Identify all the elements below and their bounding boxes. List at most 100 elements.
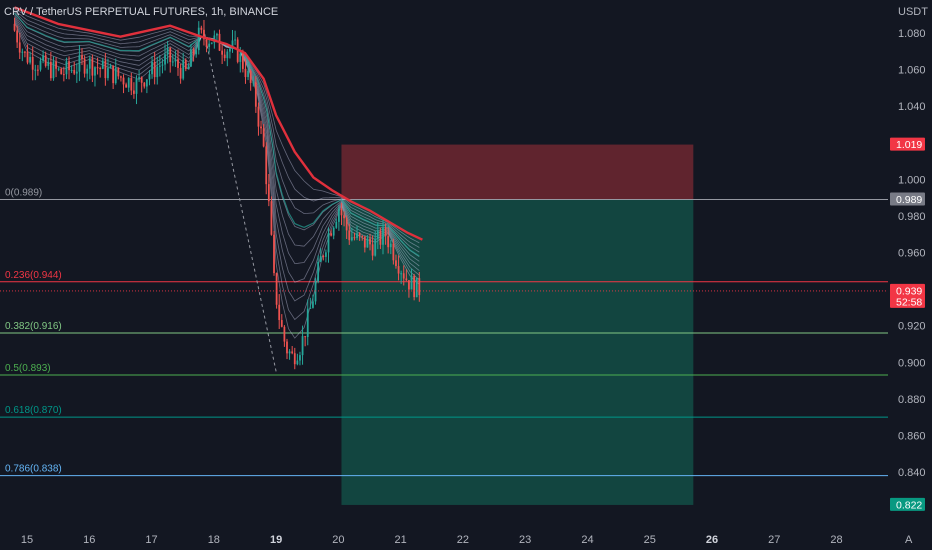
candle-body xyxy=(29,56,32,63)
price-tick-label: 1.060 xyxy=(898,65,926,77)
time-tick-label: 15 xyxy=(21,534,33,546)
stop-loss-zone[interactable] xyxy=(341,144,694,200)
candle-body xyxy=(361,235,364,237)
candle-body xyxy=(265,146,268,185)
candle-body xyxy=(120,76,122,78)
price-tick-label: 0.980 xyxy=(898,211,926,223)
candle-body xyxy=(174,59,177,62)
chart-title: CRV / TetherUS PERPETUAL FUTURES, 1h, BI… xyxy=(4,6,278,18)
candle-body xyxy=(229,48,231,52)
candle-body xyxy=(267,184,270,202)
candle-body xyxy=(158,65,161,67)
candle-body xyxy=(138,77,140,79)
candle-body xyxy=(145,79,148,87)
candle-body xyxy=(322,255,325,257)
price-tick-label: 1.080 xyxy=(898,28,926,40)
candle-body xyxy=(273,234,275,274)
candle-body xyxy=(104,60,107,79)
candle-body xyxy=(171,61,174,63)
candle-body xyxy=(75,71,78,74)
candle-body xyxy=(376,230,379,239)
candle-body xyxy=(257,106,260,127)
candle-body xyxy=(304,336,307,338)
candle-body xyxy=(83,58,86,74)
candle-body xyxy=(275,273,278,305)
candle-body xyxy=(24,51,26,53)
candle-body xyxy=(332,227,335,236)
candle-body xyxy=(70,69,73,71)
candle-body xyxy=(78,55,81,72)
candle-body xyxy=(400,273,403,275)
time-axis: 15 16 17 18 19 20 21 22 23 24 25 26 27 28 xyxy=(21,534,843,546)
time-tick-label: 28 xyxy=(830,534,842,546)
candle-body xyxy=(26,51,29,63)
candle-body xyxy=(109,65,112,69)
candle-body xyxy=(205,39,208,47)
candle-body xyxy=(369,238,371,245)
candle-body xyxy=(169,47,172,62)
candle-body xyxy=(337,208,340,222)
candle-body xyxy=(18,42,21,53)
time-tick-label: 16 xyxy=(83,534,95,546)
candle-body xyxy=(210,42,213,44)
candle-body xyxy=(358,233,361,236)
ema-slow-line xyxy=(14,6,423,241)
candle-body xyxy=(280,320,283,327)
take-profit-zone[interactable] xyxy=(341,199,694,505)
candle-body xyxy=(413,275,416,298)
candle-body xyxy=(301,336,304,356)
candle-body xyxy=(356,233,358,238)
candle-body xyxy=(317,261,320,282)
candle-body xyxy=(125,84,128,88)
candle-body xyxy=(350,237,353,241)
candle-body xyxy=(101,60,104,69)
price-tick-label: 1.000 xyxy=(898,174,926,186)
candle-body xyxy=(319,255,322,262)
candle-body xyxy=(296,360,299,365)
price-tick-label: 0.900 xyxy=(898,357,926,369)
candle-body xyxy=(402,273,405,279)
candle-body xyxy=(234,39,236,41)
candle-body xyxy=(135,78,138,94)
candle-body xyxy=(107,68,109,79)
candle-body xyxy=(182,60,185,79)
candle-body xyxy=(363,236,366,248)
price-badge xyxy=(890,497,925,511)
candle-body xyxy=(122,77,125,85)
time-tick-label: 21 xyxy=(395,534,407,546)
candle-body xyxy=(164,54,166,65)
candle-body xyxy=(353,237,356,239)
candle-body xyxy=(99,68,102,70)
candle-body xyxy=(270,201,273,235)
auto-scale-button[interactable]: A xyxy=(905,534,913,546)
candle-body xyxy=(96,67,99,69)
time-tick-label: 17 xyxy=(145,534,157,546)
candle-body xyxy=(153,61,156,78)
candle-body xyxy=(306,308,309,338)
candle-body xyxy=(286,341,288,354)
fib-level-label: 0.618(0.870) xyxy=(5,405,62,416)
candle-body xyxy=(36,69,39,71)
candle-body xyxy=(130,78,133,91)
candle-body xyxy=(62,74,65,76)
price-badge-label: 0.989 xyxy=(896,194,922,206)
candle-body xyxy=(47,61,50,66)
candle-body xyxy=(161,64,164,66)
candle-body xyxy=(52,61,55,79)
candle-body xyxy=(291,351,294,354)
time-tick-label: 19 xyxy=(270,534,282,546)
position-zones xyxy=(341,144,694,505)
candle-body xyxy=(418,278,421,296)
candle-body xyxy=(340,208,343,216)
candle-body xyxy=(387,236,390,248)
candle-body xyxy=(384,227,387,237)
fib-level-label: 0.5(0.893) xyxy=(5,363,51,374)
time-tick-label: 25 xyxy=(644,534,656,546)
candle-body xyxy=(44,55,47,66)
candle-body xyxy=(39,60,42,70)
candle-body xyxy=(343,215,345,219)
fibonacci-levels: 0(0.989) 0.236(0.944) 0.382(0.916) 0.5(0.89… xyxy=(0,32,888,477)
price-badge-label: 1.019 xyxy=(896,139,922,151)
